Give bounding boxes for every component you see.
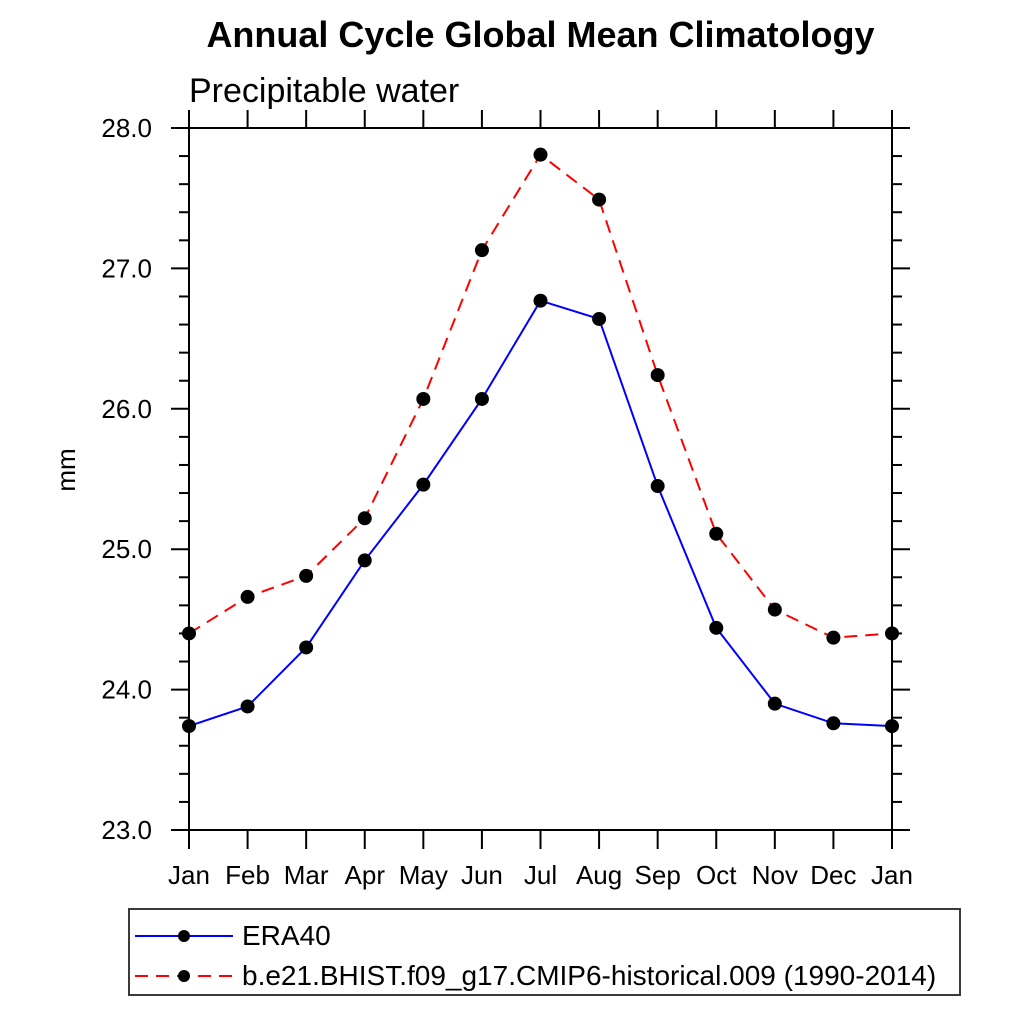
- series-line: [188, 299, 893, 728]
- data-point-marker: [299, 568, 314, 583]
- data-point-marker: [474, 391, 489, 406]
- x-tick-label: Jan: [168, 860, 210, 890]
- data-point-marker: [650, 368, 665, 383]
- data-point-marker: [182, 719, 196, 734]
- x-tick-label: Dec: [810, 860, 856, 890]
- legend-label-era40: ERA40: [242, 920, 331, 951]
- x-tick-label: May: [399, 860, 448, 890]
- data-point-marker: [709, 526, 724, 541]
- data-point-marker: [416, 477, 431, 492]
- data-point-marker: [592, 311, 607, 326]
- data-point-marker: [826, 716, 841, 731]
- legend-marker: [178, 930, 190, 942]
- data-point-marker: [416, 391, 431, 406]
- x-tick-label: Oct: [696, 860, 737, 890]
- data-point-marker: [357, 511, 372, 526]
- data-point-marker: [885, 626, 899, 641]
- y-axis-label: mm: [51, 448, 81, 491]
- data-point-marker: [767, 696, 782, 711]
- series-model: [182, 147, 899, 645]
- legend-box: ERA40 b.e21.BHIST.f09_g17.CMIP6-historic…: [128, 908, 961, 996]
- series-line: [188, 153, 893, 639]
- x-tick-label: Feb: [225, 860, 270, 890]
- data-point-marker: [533, 147, 548, 162]
- y-tick-label: 25.0: [101, 534, 152, 564]
- x-tick-label: Mar: [284, 860, 329, 890]
- legend-line-sample-solid: [135, 930, 233, 942]
- x-tick-label: Jun: [461, 860, 503, 890]
- y-tick-label: 28.0: [101, 113, 152, 143]
- data-point-marker: [240, 589, 255, 604]
- chart-title: Annual Cycle Global Mean Climatology: [206, 14, 875, 55]
- y-tick-label: 27.0: [101, 253, 152, 283]
- x-tick-label: Aug: [576, 860, 622, 890]
- chart-subtitle: Precipitable water: [189, 72, 460, 110]
- legend-item-era40: ERA40: [133, 918, 331, 954]
- data-point-marker: [182, 626, 196, 641]
- data-point-marker: [592, 192, 607, 207]
- data-point-marker: [474, 243, 489, 258]
- axes: 23.0 24.0 25.0 26.0 27.0 28.0 Jan Feb Mar Apr May J…: [51, 110, 913, 890]
- data-point-marker: [299, 640, 314, 655]
- legend-marker: [178, 970, 190, 982]
- data-point-marker: [240, 699, 255, 714]
- legend-label-model: b.e21.BHIST.f09_g17.CMIP6-historical.009…: [242, 960, 937, 991]
- data-point-marker: [826, 630, 841, 645]
- data-point-marker: [357, 553, 372, 568]
- legend-line-sample-dashed: [135, 970, 233, 982]
- x-tick-label: Sep: [635, 860, 681, 890]
- x-tick-label: Nov: [752, 860, 798, 890]
- data-point-marker: [767, 602, 782, 617]
- data-point-marker: [533, 293, 548, 308]
- data-point-marker: [709, 620, 724, 635]
- legend-item-model: b.e21.BHIST.f09_g17.CMIP6-historical.009…: [133, 958, 936, 994]
- y-tick-label: 24.0: [101, 675, 152, 705]
- y-tick-label: 26.0: [101, 394, 152, 424]
- data-point-marker: [650, 479, 665, 494]
- y-tick-label: 23.0: [101, 815, 152, 845]
- data-point-marker: [885, 719, 899, 734]
- x-tick-label: Jul: [524, 860, 557, 890]
- plot-frame: [188, 127, 893, 831]
- series-era40: [182, 293, 899, 734]
- x-tick-label: Apr: [345, 860, 386, 890]
- x-tick-label: Jan: [871, 860, 913, 890]
